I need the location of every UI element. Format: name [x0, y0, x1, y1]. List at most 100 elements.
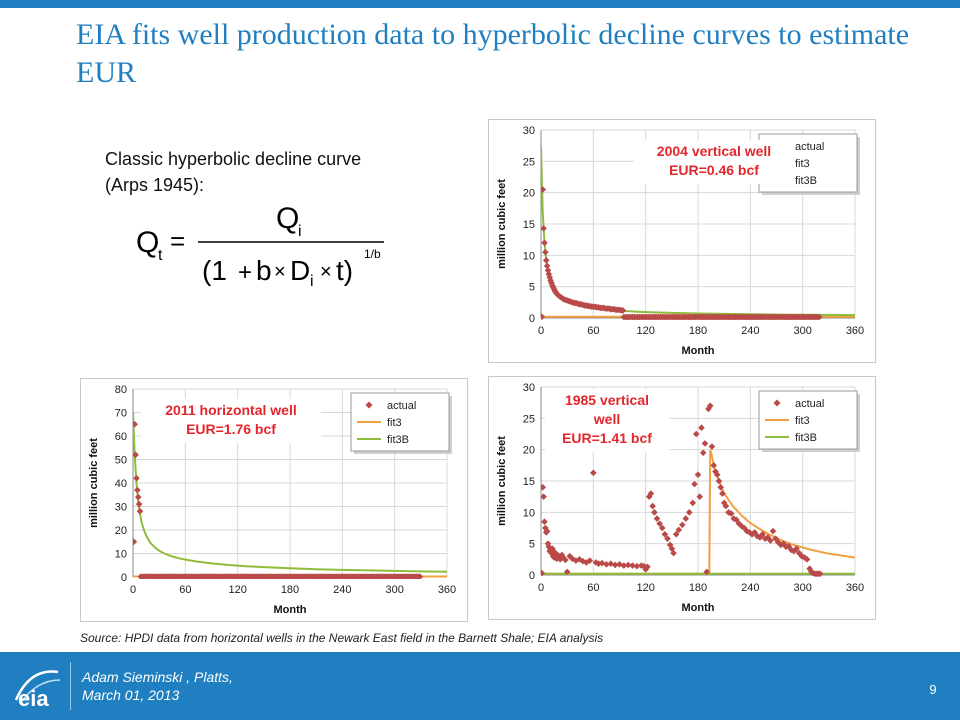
footer-credit: Adam Sieminski , Platts, March 01, 2013	[82, 668, 382, 704]
x-axis-label: Month	[682, 345, 715, 357]
data-point-actual	[692, 430, 700, 438]
x-tick-label: 240	[741, 582, 759, 594]
x-tick-label: 120	[228, 584, 246, 596]
eia-logo-text: eia	[18, 686, 49, 711]
x-tick-label: 300	[793, 582, 811, 594]
x-tick-label: 300	[385, 584, 403, 596]
x-tick-label: 0	[538, 582, 544, 594]
data-point-actual	[611, 561, 619, 569]
annotation-backdrop	[141, 399, 321, 443]
data-point-actual	[541, 483, 547, 491]
chart-1985-vertical-well: 0 5 10 15 20 25 30 0 60 120 180 240 300 360 Month milli…	[488, 376, 876, 620]
x-tick-label: 180	[689, 325, 707, 337]
formula-equals: =	[170, 226, 185, 256]
data-point-actual	[136, 507, 144, 515]
formula-times-2: ×	[320, 261, 332, 283]
x-tick-label: 180	[281, 584, 299, 596]
chart-annotation: 2011 horizontal well EUR=1.76 bcf	[141, 399, 321, 443]
x-axis-label: Month	[274, 604, 307, 616]
data-point-actual	[727, 510, 735, 517]
annotation-line: EUR=1.76 bcf	[186, 421, 276, 437]
annotation-line: 2004 vertical well	[657, 143, 771, 159]
data-point-actual	[701, 440, 709, 447]
data-point-actual	[595, 560, 602, 568]
chart-2004-vertical-well: 0 5 10 15 20 25 30 0 60 120 180 240 300 360 Month milli…	[488, 119, 876, 363]
data-point-actual	[541, 313, 546, 320]
x-tick-label: 360	[438, 584, 456, 596]
data-point-actual	[798, 552, 806, 560]
data-point-actual	[816, 570, 824, 577]
chart-legend: actual fit3 fit3B	[350, 392, 452, 454]
eia-logo-icon: eia	[14, 670, 61, 711]
data-point-actual	[793, 545, 800, 552]
y-tick-label: 20	[115, 525, 127, 537]
data-point-actual	[719, 490, 726, 497]
data-point-actual	[133, 451, 139, 459]
data-point-actual	[675, 526, 683, 534]
legend-label-fit3B: fit3B	[795, 175, 817, 187]
data-point-actual	[759, 530, 766, 538]
data-point-actual	[706, 402, 714, 410]
chart-legend: actual fit3 fit3B	[758, 390, 860, 452]
data-point-actual	[713, 471, 721, 479]
data-point-actual	[664, 535, 671, 542]
y-tick-label: 70	[115, 408, 127, 420]
legend-label-actual: actual	[387, 400, 416, 412]
y-tick-label: 50	[115, 455, 127, 467]
data-point-actual	[803, 556, 811, 563]
annotation-line: 2011 horizontal well	[165, 402, 297, 418]
chart-annotation: 1985 vertical well EUR=1.41 bcf	[545, 389, 669, 452]
data-point-actual	[806, 565, 813, 573]
formula-d: D	[290, 255, 310, 286]
data-point-actual	[685, 509, 693, 516]
data-point-actual	[560, 554, 567, 562]
data-point-actual	[541, 493, 547, 500]
data-point-actual	[551, 549, 559, 556]
annotation-line: well	[593, 411, 620, 427]
y-tick-label: 15	[523, 219, 535, 231]
x-tick-label: 0	[538, 325, 544, 337]
data-point-actual	[603, 561, 610, 568]
data-point-actual	[645, 493, 653, 500]
data-point-actual	[717, 483, 724, 491]
data-point-actual	[698, 424, 705, 432]
y-tick-label: 0	[529, 570, 535, 582]
formula-numerator-sub: i	[298, 223, 302, 240]
data-point-actual	[642, 566, 649, 573]
data-point-actual	[547, 277, 554, 284]
y-tick-label: 15	[523, 476, 535, 488]
intro-line-1: Classic hyperbolic decline curve	[105, 149, 362, 169]
legend-label-fit3: fit3	[795, 158, 810, 170]
formula-paren-open: (1	[202, 255, 227, 286]
y-tick-label: 30	[115, 502, 127, 514]
top-accent-bar	[0, 0, 960, 8]
y-tick-label: 25	[523, 413, 535, 425]
y-tick-label: 10	[523, 250, 535, 262]
x-tick-label: 120	[636, 582, 654, 594]
legend-label-fit3B: fit3B	[387, 434, 409, 446]
legend-label-actual: actual	[795, 141, 824, 153]
data-point-actual	[722, 502, 730, 510]
data-point-actual	[661, 530, 669, 538]
x-tick-label: 240	[333, 584, 351, 596]
formula-exponent: 1/b	[364, 247, 381, 261]
legend-label-actual: actual	[795, 398, 824, 410]
y-tick-label: 30	[523, 125, 535, 137]
y-tick-label: 25	[523, 156, 535, 168]
source-note: Source: HPDI data from horizontal wells …	[80, 631, 604, 645]
annotation-backdrop	[634, 140, 794, 184]
data-point-actual	[682, 515, 690, 522]
x-tick-label: 360	[846, 325, 864, 337]
y-tick-label: 5	[529, 282, 535, 294]
y-tick-label: 80	[115, 384, 127, 396]
x-tick-label: 60	[179, 584, 191, 596]
data-point-actual	[710, 462, 717, 469]
y-tick-label: 5	[529, 539, 535, 551]
data-point-actual	[133, 538, 138, 546]
y-tick-label: 40	[115, 478, 127, 490]
legend-marker-actual	[365, 401, 373, 409]
data-point-actual	[708, 443, 716, 450]
series-line-fit3	[541, 449, 855, 575]
data-point-actual	[134, 493, 142, 501]
